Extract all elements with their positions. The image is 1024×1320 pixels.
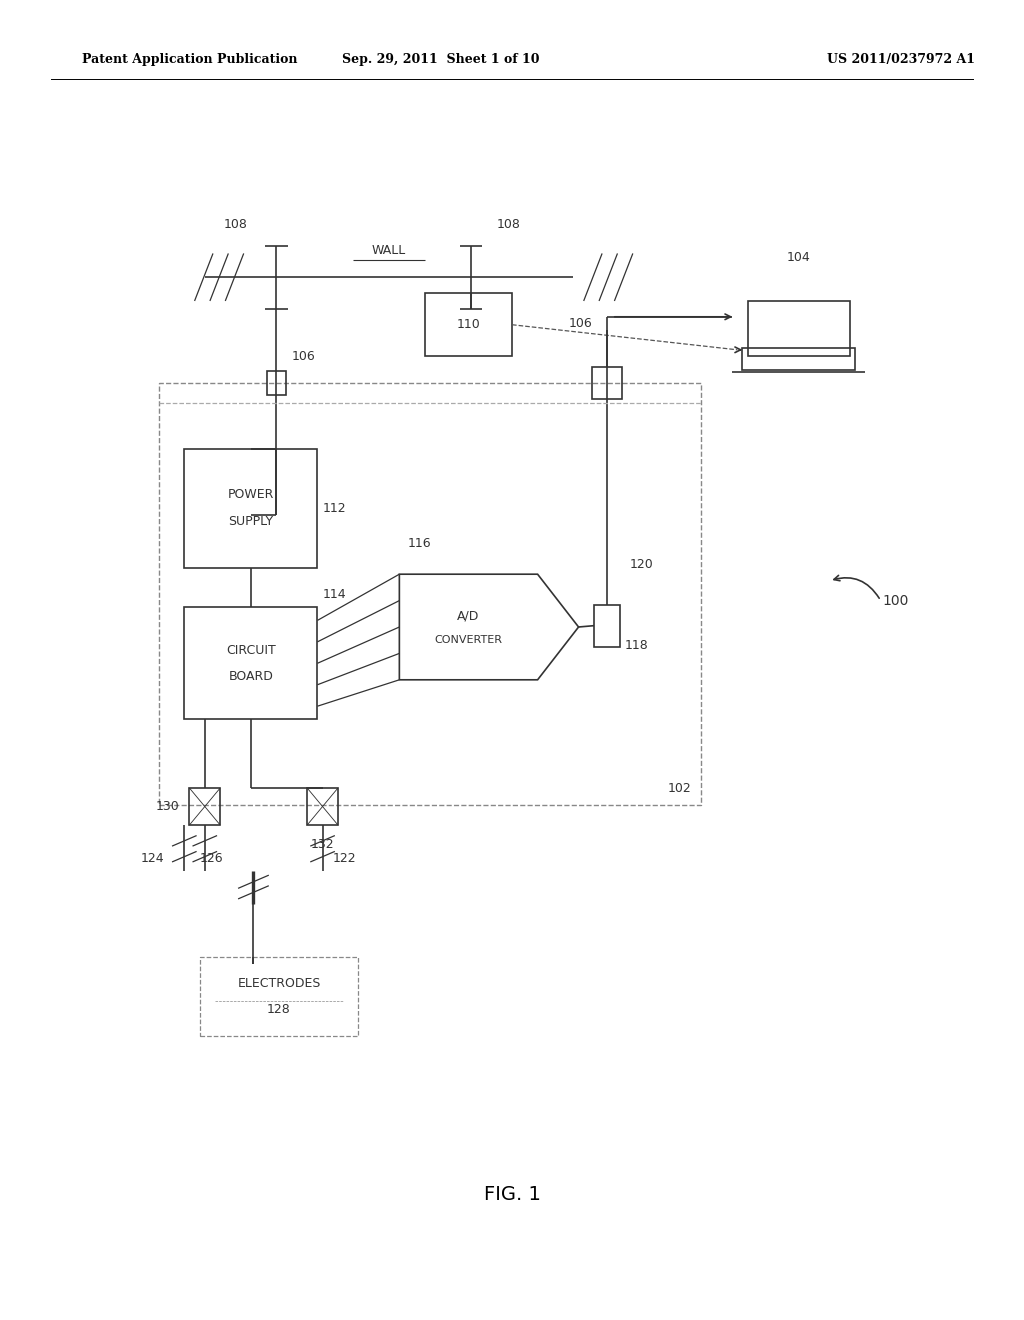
Text: FIG. 1: FIG. 1 bbox=[483, 1185, 541, 1204]
Text: 126: 126 bbox=[200, 851, 223, 865]
Text: ELECTRODES: ELECTRODES bbox=[238, 977, 321, 990]
Text: 100: 100 bbox=[883, 594, 909, 607]
Text: 116: 116 bbox=[408, 537, 432, 550]
Text: Sep. 29, 2011  Sheet 1 of 10: Sep. 29, 2011 Sheet 1 of 10 bbox=[342, 53, 539, 66]
Text: 102: 102 bbox=[668, 781, 691, 795]
Text: 108: 108 bbox=[223, 218, 248, 231]
Text: 110: 110 bbox=[457, 318, 480, 331]
Text: US 2011/0237972 A1: US 2011/0237972 A1 bbox=[827, 53, 975, 66]
Text: BOARD: BOARD bbox=[228, 671, 273, 682]
Text: CIRCUIT: CIRCUIT bbox=[226, 644, 275, 656]
Text: A/D: A/D bbox=[458, 610, 479, 623]
Text: 128: 128 bbox=[267, 1003, 291, 1016]
Text: 122: 122 bbox=[333, 851, 356, 865]
Text: WALL: WALL bbox=[372, 244, 407, 257]
Text: 120: 120 bbox=[630, 558, 653, 572]
Text: 104: 104 bbox=[786, 251, 811, 264]
Text: 108: 108 bbox=[497, 218, 520, 231]
Text: 112: 112 bbox=[323, 502, 346, 515]
Text: 130: 130 bbox=[156, 800, 179, 813]
Text: 106: 106 bbox=[292, 350, 315, 363]
Text: 106: 106 bbox=[568, 317, 592, 330]
Text: 124: 124 bbox=[140, 851, 164, 865]
Text: CONVERTER: CONVERTER bbox=[434, 635, 503, 645]
Text: POWER: POWER bbox=[227, 488, 274, 502]
Text: 114: 114 bbox=[323, 587, 346, 601]
Text: 118: 118 bbox=[625, 639, 648, 652]
Text: SUPPLY: SUPPLY bbox=[228, 515, 273, 528]
Text: 132: 132 bbox=[310, 838, 335, 851]
Text: Patent Application Publication: Patent Application Publication bbox=[82, 53, 297, 66]
